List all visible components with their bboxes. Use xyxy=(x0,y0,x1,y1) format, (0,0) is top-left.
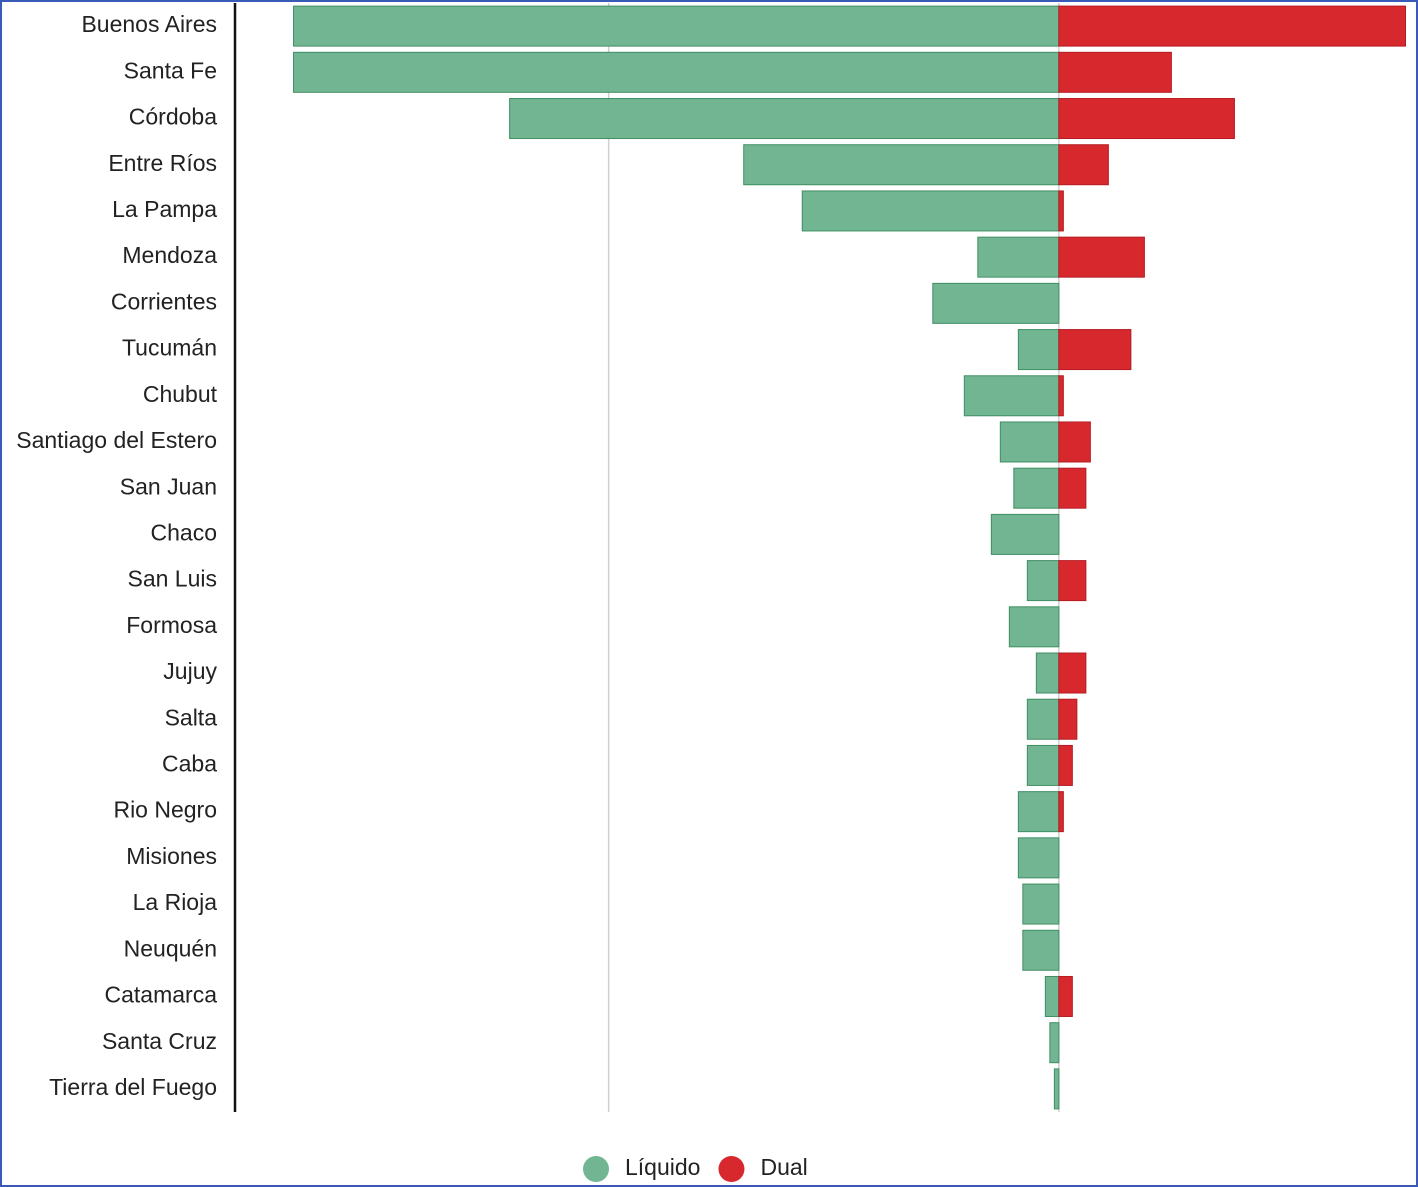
bar xyxy=(1026,744,1060,786)
y-tick-label: Chaco xyxy=(151,519,217,545)
y-tick-label: Santiago del Estero xyxy=(16,427,217,453)
y-tick-label: Santa Cruz xyxy=(102,1028,217,1054)
y-tick-label: Misiones xyxy=(126,843,217,869)
bar xyxy=(963,375,1060,417)
bar xyxy=(1058,190,1064,232)
y-tick-label: Córdoba xyxy=(129,104,217,130)
bar xyxy=(1017,837,1060,879)
bar xyxy=(1058,975,1073,1017)
y-tick-label: Mendoza xyxy=(122,242,217,268)
bar xyxy=(1049,1022,1060,1064)
bar xyxy=(1058,98,1235,140)
bar xyxy=(1058,467,1087,509)
legend-marker xyxy=(583,1156,609,1182)
bar xyxy=(1058,652,1087,694)
y-tick-label: Jujuy xyxy=(163,658,217,684)
bar xyxy=(1058,421,1091,463)
y-tick-label: La Pampa xyxy=(112,196,217,222)
bar xyxy=(509,98,1060,140)
bar xyxy=(293,51,1060,93)
y-tick-label: Caba xyxy=(162,751,217,777)
bar xyxy=(743,144,1060,186)
bar xyxy=(977,236,1060,278)
bar xyxy=(1058,698,1078,740)
legend-label: Líquido xyxy=(625,1154,700,1180)
y-tick-label: Catamarca xyxy=(105,982,218,1008)
bar xyxy=(932,282,1060,324)
y-tick-label: Entre Ríos xyxy=(108,150,217,176)
bar xyxy=(1053,1068,1060,1110)
bar xyxy=(1058,744,1073,786)
y-tick-label: La Rioja xyxy=(133,889,218,915)
bar xyxy=(1022,929,1060,971)
y-tick-label: Santa Fe xyxy=(124,57,217,83)
bar xyxy=(1058,5,1406,47)
y-tick-label: Rio Negro xyxy=(113,797,217,823)
legend-label: Dual xyxy=(760,1154,807,1180)
bar xyxy=(1058,560,1087,602)
bar xyxy=(1026,560,1060,602)
bar xyxy=(801,190,1060,232)
y-tick-label: Tierra del Fuego xyxy=(49,1074,217,1100)
bar xyxy=(1035,652,1060,694)
bar xyxy=(1058,329,1132,371)
bar xyxy=(1058,791,1064,833)
y-tick-label: Buenos Aires xyxy=(81,11,217,37)
bar xyxy=(1017,329,1060,371)
y-tick-label: Salta xyxy=(165,704,218,730)
legend-marker xyxy=(718,1156,745,1182)
bar xyxy=(1058,375,1064,417)
y-tick-label: Chubut xyxy=(143,381,218,407)
bar xyxy=(1026,698,1060,740)
y-tick-label: San Juan xyxy=(120,473,217,499)
bar xyxy=(1058,236,1145,278)
bar xyxy=(1058,144,1109,186)
bar xyxy=(1044,975,1060,1017)
bar xyxy=(1013,467,1060,509)
y-tick-label: Tucumán xyxy=(122,335,217,361)
y-tick-label: Neuquén xyxy=(124,935,217,961)
bar xyxy=(1008,606,1060,648)
bar xyxy=(990,513,1060,555)
y-tick-label: San Luis xyxy=(127,566,217,592)
y-tick-label: Corrientes xyxy=(111,288,217,314)
y-tick-label: Formosa xyxy=(126,612,217,638)
bar xyxy=(1022,883,1060,925)
bar xyxy=(999,421,1060,463)
bar xyxy=(1058,51,1172,93)
bar xyxy=(1017,791,1060,833)
bar xyxy=(293,5,1060,47)
